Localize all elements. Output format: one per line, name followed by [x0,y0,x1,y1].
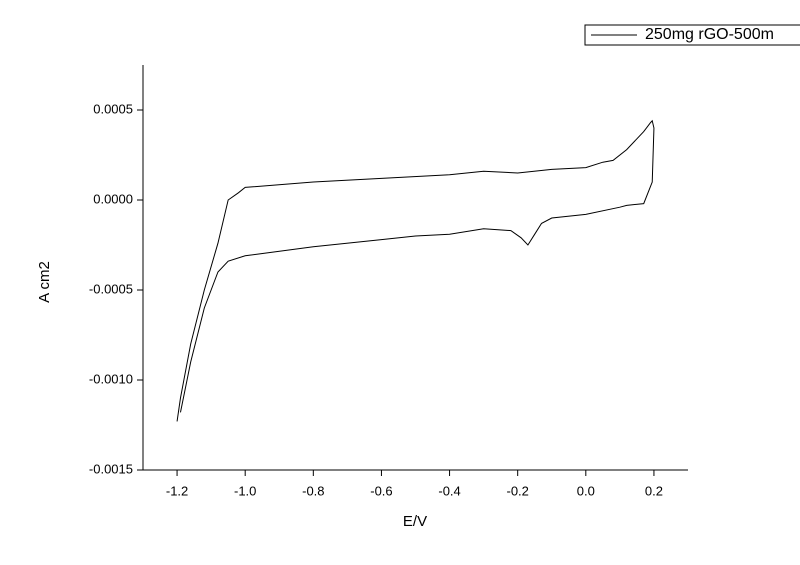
legend-label: 250mg rGO-500m [645,26,774,43]
y-axis-title: A cm2 [36,261,53,303]
y-tick-label: -0.0005 [89,281,133,296]
legend-box [584,24,800,46]
y-tick-label: -0.0015 [89,461,133,476]
y-tick-label: 0.0005 [93,101,133,116]
y-tick-label: -0.0010 [89,371,133,386]
data-line [176,119,655,422]
x-tick-label: -1.0 [234,483,256,498]
x-tick-label: -0.8 [302,483,324,498]
x-tick-label: 0.2 [645,483,663,498]
x-tick-label: -0.4 [438,483,460,498]
x-tick-label: 0.0 [577,483,595,498]
x-tick-label: -0.2 [506,483,528,498]
x-tick-label: -1.2 [166,483,188,498]
x-tick-label: -0.6 [370,483,392,498]
x-axis-title: E/V [403,513,427,530]
y-tick-label: 0.0000 [93,191,133,206]
